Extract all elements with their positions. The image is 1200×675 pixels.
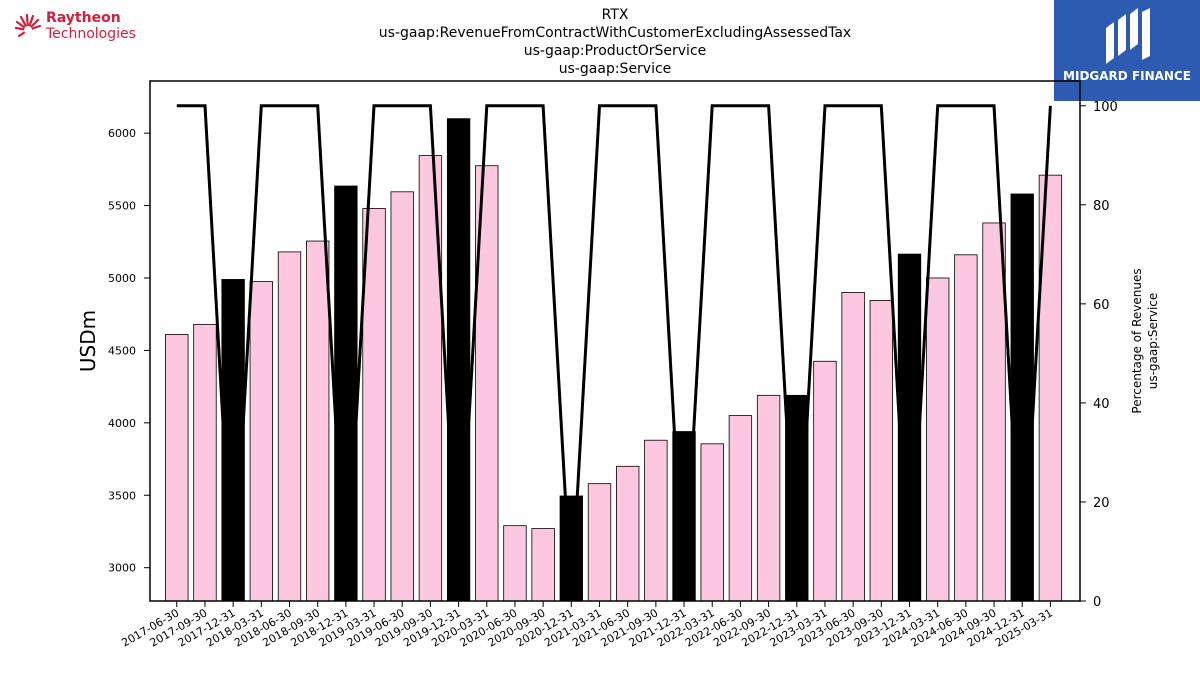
bars-group xyxy=(165,118,1063,602)
bar-2024-06-30 xyxy=(954,254,978,602)
bar-2019-06-30 xyxy=(390,191,414,602)
y2-tick-label: 80 xyxy=(1093,199,1110,214)
y2-axis-label-line-2: us-gaap:Service xyxy=(1146,293,1160,390)
title-line-4: us-gaap:Service xyxy=(558,61,672,77)
bar-2018-03-31 xyxy=(249,281,273,602)
bar-2022-06-30 xyxy=(728,415,753,602)
bar-2021-09-30 xyxy=(644,439,668,602)
bar-2022-12-31 xyxy=(785,394,809,602)
bar-2020-06-30 xyxy=(503,525,527,602)
midgard-logo-icon xyxy=(1106,8,1150,64)
y2-axis-label-line-1: Percentage of Revenues xyxy=(1130,268,1144,413)
bar-2022-09-30 xyxy=(756,394,781,602)
bar-2024-12-31 xyxy=(1010,193,1034,602)
y-tick-label: 6000 xyxy=(108,127,136,140)
y-tick-label: 4000 xyxy=(108,417,136,430)
watermark-logo: MIDGARD FINANCE xyxy=(1054,0,1200,101)
bar-2018-12-31 xyxy=(334,185,358,602)
y-tick-label: 5000 xyxy=(108,272,136,285)
y2-tick-label: 0 xyxy=(1093,595,1101,610)
bar-2022-03-31 xyxy=(700,443,724,602)
title-line-3: us-gaap:ProductOrService xyxy=(523,43,707,59)
bar-2021-06-30 xyxy=(616,465,640,602)
bar-2024-09-30 xyxy=(982,222,1006,602)
title-line-1: RTX xyxy=(601,7,629,23)
title-line-2: us-gaap:RevenueFromContractWithCustomerE… xyxy=(378,25,852,41)
y-tick-label: 4500 xyxy=(108,344,136,357)
company-logo: Raytheon Technologies xyxy=(14,10,136,42)
bar-2018-06-30 xyxy=(277,251,302,602)
bar-2018-09-30 xyxy=(306,240,330,602)
company-name: Raytheon xyxy=(46,10,121,26)
bar-2021-03-31 xyxy=(587,483,612,602)
company-name-sub: Technologies xyxy=(46,26,136,42)
y2-tick-label: 100 xyxy=(1093,100,1118,115)
y-tick-label: 3000 xyxy=(108,562,136,575)
bar-2024-03-31 xyxy=(926,277,950,602)
y2-tick-label: 20 xyxy=(1093,496,1110,511)
y2-tick-label: 40 xyxy=(1093,397,1110,412)
bar-2023-03-31 xyxy=(813,360,837,602)
y-axis-label: USDm xyxy=(76,310,100,372)
bar-2017-09-30 xyxy=(193,323,217,602)
y-tick-label: 3500 xyxy=(108,489,136,502)
right-axis-ticks: 0 20 40 60 80 100 xyxy=(1080,100,1118,610)
left-axis-ticks: 3000 3500 4000 4500 5000 5500 6000 xyxy=(108,127,150,575)
watermark-text: MIDGARD FINANCE xyxy=(1063,69,1191,83)
bar-2023-09-30 xyxy=(869,300,893,602)
y2-tick-label: 60 xyxy=(1093,298,1110,313)
bar-2017-06-30 xyxy=(165,334,189,602)
y-tick-label: 5500 xyxy=(108,200,136,213)
chart-title: RTX us-gaap:RevenueFromContractWithCusto… xyxy=(0,6,1200,78)
bar-2023-12-31 xyxy=(897,253,922,602)
percentage-line xyxy=(176,104,1052,602)
bar-2023-06-30 xyxy=(841,292,865,602)
sunburst-logo-icon xyxy=(14,13,42,38)
bar-2019-12-31 xyxy=(446,118,471,602)
plot-frame xyxy=(149,80,1081,602)
bar-2020-09-30 xyxy=(531,528,555,602)
x-axis-ticks: 2017-06-302017-09-302017-12-312018-03-31… xyxy=(119,601,1055,650)
